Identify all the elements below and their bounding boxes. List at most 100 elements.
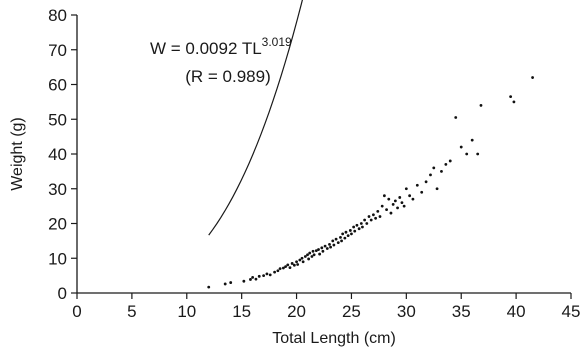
data-point [288, 266, 292, 270]
data-point [265, 272, 269, 276]
data-point [387, 197, 391, 201]
y-tick-label: 60 [48, 76, 67, 95]
data-point [372, 213, 375, 217]
data-point [312, 253, 316, 257]
data-point [262, 274, 266, 278]
y-tick-label: 20 [48, 215, 67, 234]
x-tick-label: 25 [342, 302, 361, 321]
data-point [348, 229, 352, 232]
data-point [361, 225, 364, 229]
x-tick-label: 40 [507, 302, 526, 321]
data-point [357, 227, 361, 231]
data-point [281, 266, 285, 270]
data-point [346, 234, 350, 238]
data-point [286, 263, 290, 267]
data-point [318, 252, 322, 256]
y-tick-label: 0 [58, 284, 67, 303]
data-point [310, 255, 314, 258]
y-tick-label: 70 [48, 41, 67, 60]
equation-annotation: W = 0.0092 TL3.019 (R = 0.989) [150, 35, 292, 86]
data-point [382, 194, 386, 198]
x-tick-label: 5 [127, 302, 136, 321]
x-tick-label: 20 [287, 302, 306, 321]
data-point [308, 251, 312, 255]
data-point [340, 239, 343, 243]
data-point [432, 166, 436, 170]
data-point [367, 215, 371, 218]
y-tick-label: 50 [48, 110, 67, 129]
data-point [325, 247, 329, 250]
data-point [408, 194, 412, 198]
data-point [470, 138, 474, 142]
data-point [207, 285, 211, 289]
data-point [311, 249, 315, 253]
data-point [276, 269, 280, 273]
data-point [459, 145, 463, 149]
data-point [391, 202, 395, 206]
x-tick-label: 15 [232, 302, 251, 321]
data-point [389, 211, 393, 215]
data-point [332, 243, 336, 247]
data-point [396, 206, 399, 210]
x-tick-label: 0 [72, 302, 81, 321]
data-point [273, 270, 276, 274]
data-point [268, 273, 272, 277]
data-point [380, 204, 384, 208]
data-point [329, 245, 332, 249]
data-point [290, 262, 294, 265]
data-point [404, 187, 408, 191]
y-tick-label: 40 [48, 145, 67, 164]
data-point [448, 159, 452, 163]
x-tick-label: 45 [562, 302, 581, 321]
data-point [440, 169, 443, 173]
data-point [223, 282, 227, 286]
data-point [257, 274, 261, 278]
data-point [339, 236, 342, 239]
data-point [344, 230, 348, 234]
data-point [365, 222, 369, 225]
data-point [402, 204, 406, 208]
data-point [301, 260, 305, 264]
data-point [331, 239, 335, 243]
data-point [429, 173, 432, 177]
y-axis-title: Weight (g) [9, 117, 26, 191]
data-point [298, 258, 302, 262]
data-point [531, 76, 534, 79]
data-point [363, 218, 367, 222]
fit-curve-group [208, 0, 303, 236]
data-point [350, 232, 353, 236]
y-tick-label: 30 [48, 180, 67, 199]
data-point [323, 244, 327, 248]
data-point [400, 201, 404, 205]
x-tick-label: 30 [397, 302, 416, 321]
data-point [424, 180, 428, 184]
ticks: 0 5 10 15 20 25 30 35 40 45 0 10 20 30 40 50 60 70 80 [48, 6, 580, 321]
equation-text: W = 0.0092 TL3.019 [150, 35, 292, 58]
data-point [296, 263, 300, 266]
data-point [341, 232, 345, 236]
data-point [359, 222, 363, 225]
x-axis-title: Total Length (cm) [272, 330, 396, 347]
data-point [336, 241, 340, 245]
x-tick-label: 10 [177, 302, 196, 321]
data-point [476, 152, 480, 156]
data-point [314, 249, 318, 253]
equation-exponent: 3.019 [262, 35, 292, 49]
y-tick-label: 10 [48, 249, 67, 268]
data-point [512, 100, 516, 104]
data-point [444, 163, 448, 166]
data-point [376, 209, 380, 213]
data-point [393, 199, 397, 203]
data-point [435, 187, 439, 191]
data-point [479, 103, 483, 107]
data-point [454, 116, 458, 119]
data-point [254, 277, 258, 281]
data-point [378, 215, 382, 218]
data-point [328, 242, 331, 246]
data-point [334, 237, 338, 241]
data-point [321, 249, 325, 253]
data-point [284, 265, 287, 268]
data-point [369, 218, 373, 222]
data-point [251, 275, 255, 279]
